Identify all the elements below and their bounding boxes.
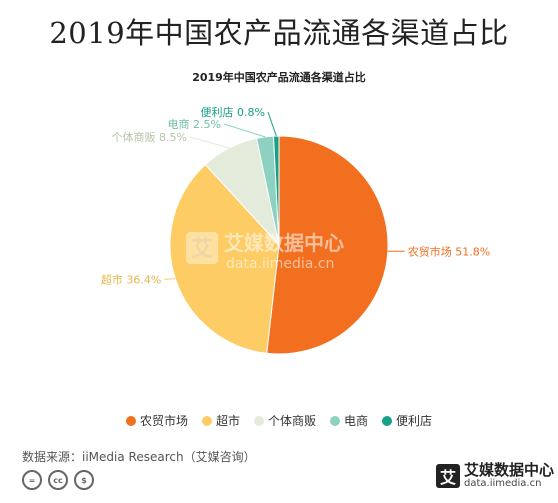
brand-url: data.iimedia.cn: [464, 478, 542, 489]
legend-item-3: 电商: [330, 412, 368, 429]
source-note: 数据来源：iiMedia Research（艾媒咨询）: [22, 450, 256, 464]
legend-swatch-2: [253, 415, 264, 426]
legend-label-3: 电商: [344, 414, 369, 428]
brand-logo-icon: 艾: [436, 464, 460, 488]
pie-chart: 2019年中国农产品流通各渠道占比 艾 艾媒数据中心 data.iimedia.…: [101, 70, 490, 355]
legend-item-4: 便利店: [382, 412, 432, 429]
pie-slice-1: [169, 163, 280, 354]
legend-label-2: 个体商贩: [267, 414, 316, 428]
legend-label-1: 超市: [215, 414, 240, 428]
watermark-name: 艾媒数据中心: [224, 231, 344, 255]
pie-slice-label-3: 电商 2.5%: [168, 117, 221, 131]
legend-swatch-1: [201, 415, 212, 426]
legend-swatch-0: [125, 415, 136, 426]
legend-item-0: 农贸市场: [125, 412, 188, 429]
footer-brand: 艾 艾媒数据中心 data.iimedia.cn: [436, 462, 554, 490]
watermark: 艾 艾媒数据中心 data.iimedia.cn: [186, 231, 344, 272]
pie-slice-label-1: 超市 36.4%: [101, 272, 161, 286]
legend: 农贸市场 超市 个体商贩 电商 便利店: [0, 412, 558, 429]
pie-leader-line-4: [267, 111, 277, 137]
pie-leader-line-3: [223, 123, 266, 138]
brand-name: 艾媒数据中心: [464, 461, 555, 479]
pie-leader-line-2: [189, 136, 230, 149]
license-icons: = cc $: [22, 470, 94, 490]
no-derivatives-icon: =: [22, 470, 42, 490]
watermark-url: data.iimedia.cn: [226, 256, 334, 272]
pie-slice-label-0: 农贸市场 51.8%: [408, 244, 490, 258]
watermark-badge-char: 艾: [191, 237, 213, 262]
watermark-badge: [186, 232, 218, 264]
legend-item-1: 超市: [201, 412, 240, 429]
pie-slice-4: [272, 135, 280, 246]
legend-label-4: 便利店: [396, 414, 433, 428]
page-title: 2019年中国农产品流通各渠道占比: [49, 16, 509, 50]
legend-swatch-4: [382, 415, 393, 426]
pie-slice-label-4: 便利店 0.8%: [201, 105, 265, 119]
pie-leader-line-1: [164, 278, 176, 280]
legend-swatch-3: [330, 415, 340, 426]
legend-label-0: 农贸市场: [139, 414, 188, 428]
legend-item-2: 个体商贩: [253, 412, 316, 429]
creative-commons-icon: cc: [48, 470, 68, 490]
pie-slice-label-2: 个体商贩 8.5%: [112, 130, 187, 144]
non-commercial-icon: $: [74, 470, 94, 490]
pie-slice-0: [266, 135, 389, 355]
chart-title: 2019年中国农产品流通各渠道占比: [192, 70, 366, 84]
